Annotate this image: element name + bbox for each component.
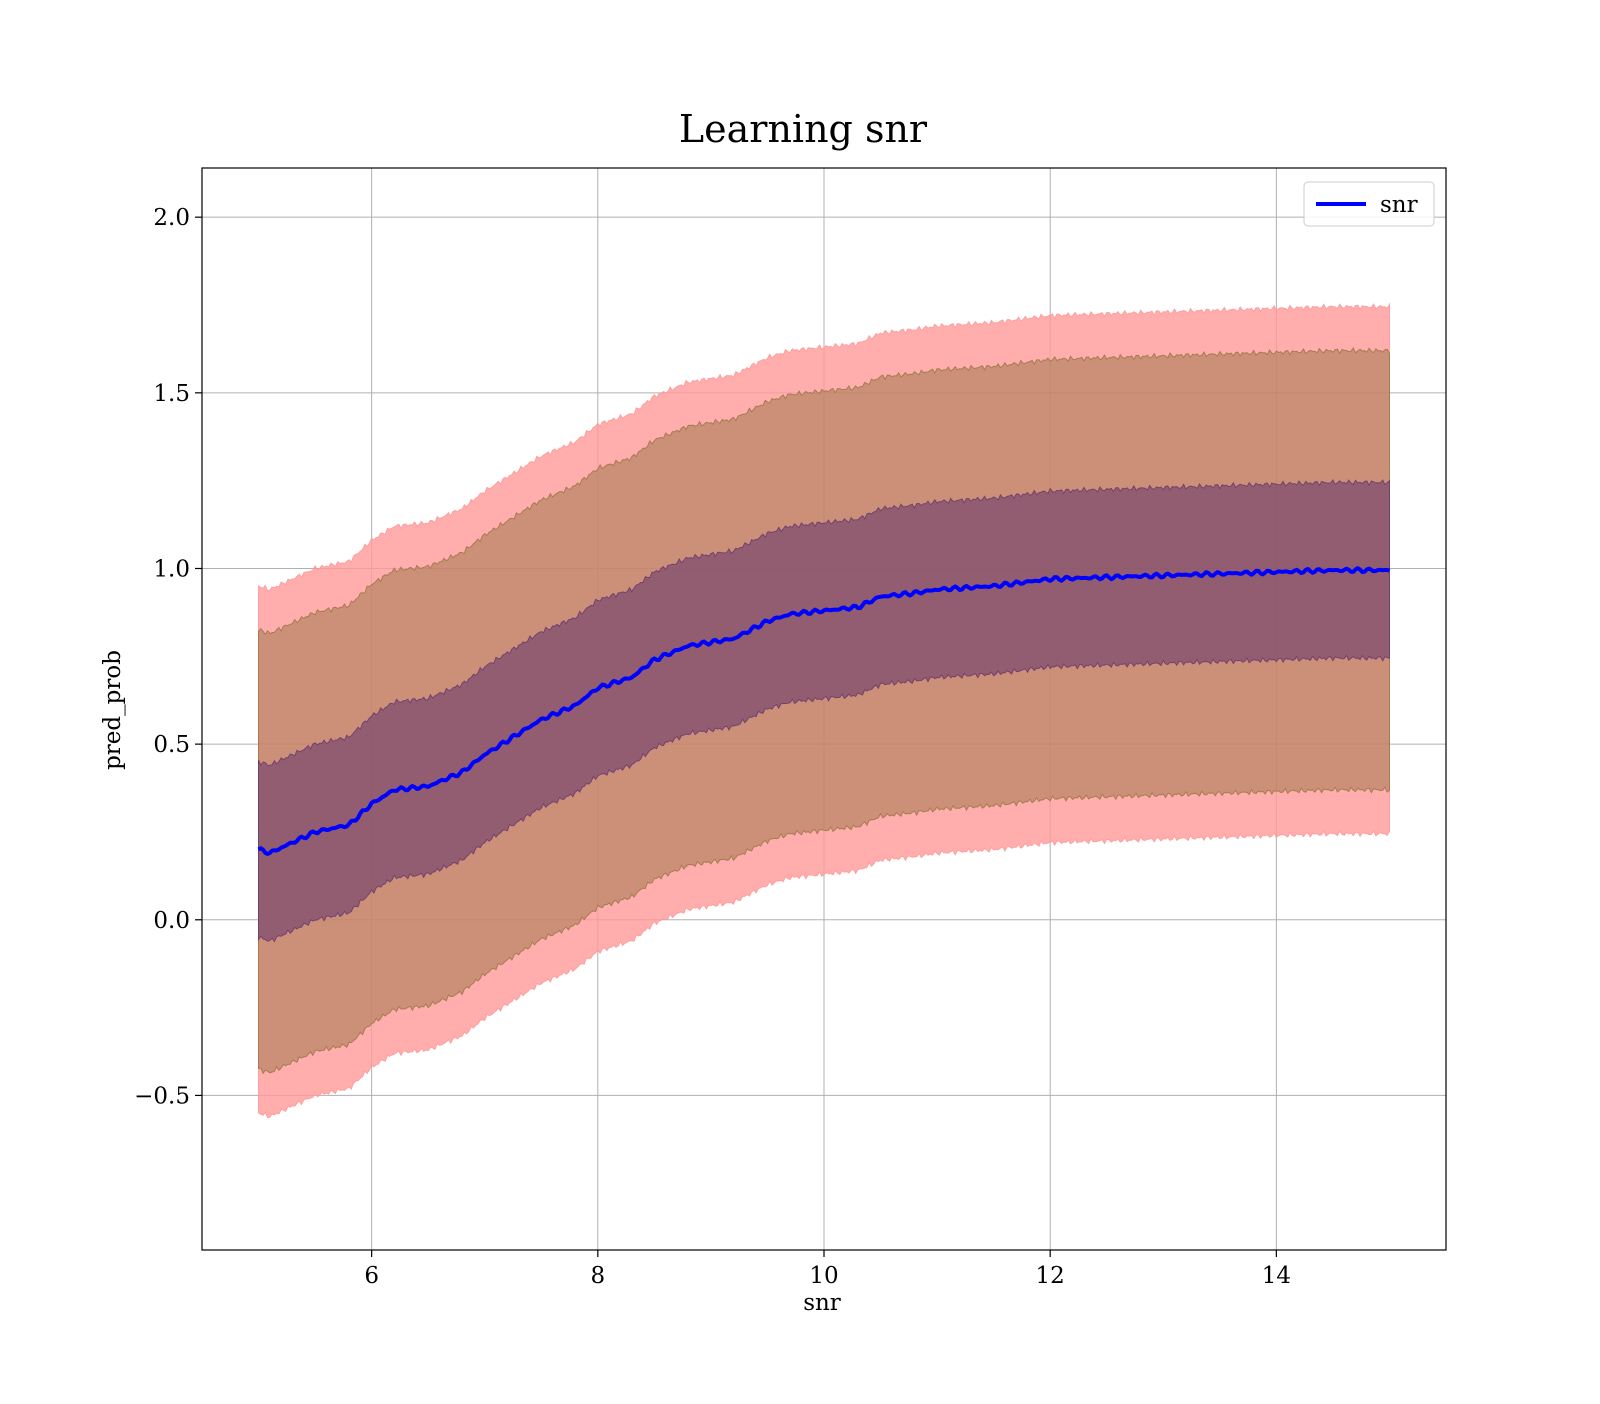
series-line-snr: [257, 566, 1391, 856]
legend-box: [1303, 181, 1435, 227]
y-tick-label: 2.0: [153, 205, 190, 231]
x-tick-label: 10: [809, 1263, 838, 1289]
x-tick-label: 8: [590, 1263, 605, 1289]
legend-label-snr: snr: [1380, 192, 1418, 218]
x-tick-label: 12: [1036, 1263, 1065, 1289]
x-axis-label: snr: [803, 1290, 841, 1316]
y-axis-label: pred_prob: [100, 650, 126, 770]
y-tick-label: 0.0: [153, 908, 190, 934]
x-tick-label: 14: [1262, 1263, 1291, 1289]
plot-area: 6 8 10 12 14 −0.5 0.0 0.5 1.0 1.5 2.0 snr: [134, 167, 1447, 1289]
y-tick-label: −0.5: [134, 1083, 190, 1109]
chart-title: Learning snr: [679, 107, 928, 151]
y-tick-label: 1.0: [153, 556, 190, 582]
y-tick-label: 1.5: [153, 381, 190, 407]
y-tick-label: 0.5: [153, 732, 190, 758]
confidence-band: [258, 478, 1390, 943]
x-tick-label: 6: [364, 1263, 379, 1289]
